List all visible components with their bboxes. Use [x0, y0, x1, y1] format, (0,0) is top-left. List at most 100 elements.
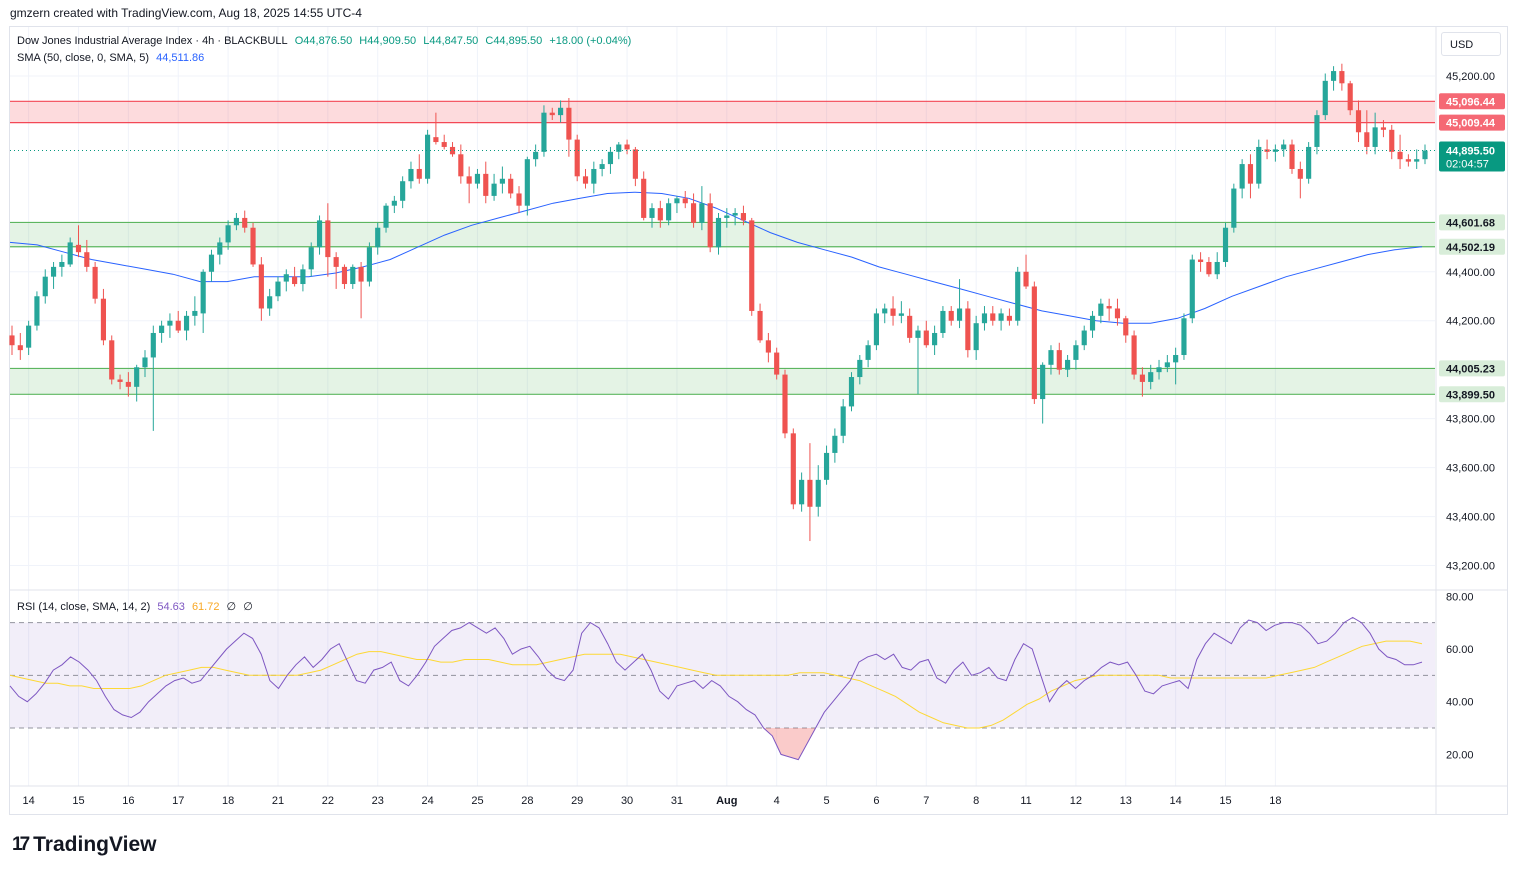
candle [84, 239, 90, 272]
candle-body [965, 308, 971, 351]
candle [574, 134, 580, 182]
candle [873, 308, 880, 351]
symbol-title[interactable]: Dow Jones Industrial Average Index · 4h … [17, 35, 288, 47]
candle-body [217, 242, 223, 255]
candle [508, 173, 514, 199]
open-value: O44,876.50 [294, 35, 353, 47]
price-axis: 45,200.00 44,400.00 44,200.00 43,800.00 43,6… [1439, 71, 1505, 761]
candle [159, 320, 165, 343]
candle [192, 296, 198, 326]
candle-body [383, 205, 389, 228]
candle [1015, 266, 1021, 326]
time-tick-label: Aug [716, 795, 737, 807]
candle-body [42, 276, 48, 297]
price-tick-label: 44,200.00 [1446, 316, 1495, 328]
candle-body [200, 271, 206, 314]
candle [524, 156, 530, 216]
candle-body [1289, 144, 1295, 169]
candle-body [92, 266, 98, 299]
sma-label[interactable]: SMA (50, close, 0, SMA, 5) [17, 52, 150, 64]
candle [150, 325, 156, 431]
chart-frame [9, 26, 1508, 815]
candle [1206, 257, 1212, 277]
candle [907, 308, 913, 343]
candle-body [599, 164, 605, 169]
candle-body [341, 266, 348, 285]
candle [366, 242, 372, 287]
candle-body [483, 173, 489, 196]
candle-body [898, 313, 904, 316]
candle-body [142, 357, 148, 368]
time-tick-label: 13 [1120, 795, 1132, 807]
candle-body [1314, 115, 1320, 147]
candle-body [998, 313, 1004, 321]
candle [175, 310, 181, 333]
candle-body [84, 252, 90, 267]
candle-body [499, 178, 505, 184]
candle [1380, 120, 1387, 138]
candle-body [1048, 350, 1054, 365]
candle [292, 266, 298, 287]
candle-body [433, 137, 439, 143]
candle [26, 320, 32, 356]
time-tick-label: 16 [122, 795, 134, 807]
candle [1198, 252, 1204, 272]
price-label-text: 43,899.50 [1446, 389, 1495, 401]
candle-body [1281, 144, 1287, 150]
candle-body [134, 367, 140, 387]
low-value: L44,847.50 [423, 35, 479, 47]
tradingview-brand[interactable]: 17 TradingView [12, 833, 156, 857]
candle-body [682, 198, 688, 204]
rsi-pane [9, 616, 1435, 761]
price-label-box [1439, 93, 1505, 110]
candle-body [873, 313, 880, 346]
candle [981, 306, 988, 331]
candle [724, 208, 730, 228]
candle-body [508, 178, 514, 194]
candle [1148, 364, 1154, 390]
sma-value: 44,511.86 [156, 52, 205, 64]
candle [42, 269, 48, 304]
candle-body [250, 227, 256, 265]
candle-body [973, 323, 979, 351]
currency-selector[interactable]: USD [1441, 32, 1501, 56]
candle-body [366, 247, 372, 282]
candle [823, 445, 830, 485]
candle [1139, 367, 1145, 397]
sma-50-line [9, 191, 1423, 324]
candle [466, 166, 472, 204]
candle [599, 159, 605, 177]
candle [740, 205, 747, 226]
candle-body [865, 345, 871, 360]
candle [1073, 340, 1079, 370]
candle-body [1231, 188, 1237, 228]
candle [932, 325, 938, 356]
high-value: H44,909.50 [359, 35, 417, 47]
candle [1089, 310, 1096, 338]
candle-body [1206, 261, 1212, 275]
candle-body [782, 374, 788, 434]
time-tick-label: 15 [1219, 795, 1231, 807]
candle [283, 269, 289, 292]
candle [1355, 100, 1362, 143]
time-tick-label: 7 [923, 795, 929, 807]
candle-body [416, 168, 422, 179]
candlesticks [9, 63, 1428, 542]
candle-body [707, 203, 713, 248]
sma-legend: SMA (50, close, 0, SMA, 5) 44,511.86 [17, 52, 208, 64]
price-label-text: 45,096.44 [1446, 96, 1496, 108]
price-label-box [1439, 114, 1505, 131]
candle [1023, 254, 1029, 289]
change-value: +18.00 (+0.04%) [549, 35, 632, 47]
time-tick-label: 23 [372, 795, 384, 807]
candle [1164, 355, 1170, 373]
grid-lines [9, 27, 1508, 814]
candle [1048, 345, 1054, 375]
candle [890, 296, 896, 326]
candle-body [1214, 261, 1220, 275]
resistance-zone [10, 101, 1435, 123]
rsi-label[interactable]: RSI (14, close, SMA, 14, 2) [17, 601, 151, 613]
candle-body [1347, 83, 1353, 111]
